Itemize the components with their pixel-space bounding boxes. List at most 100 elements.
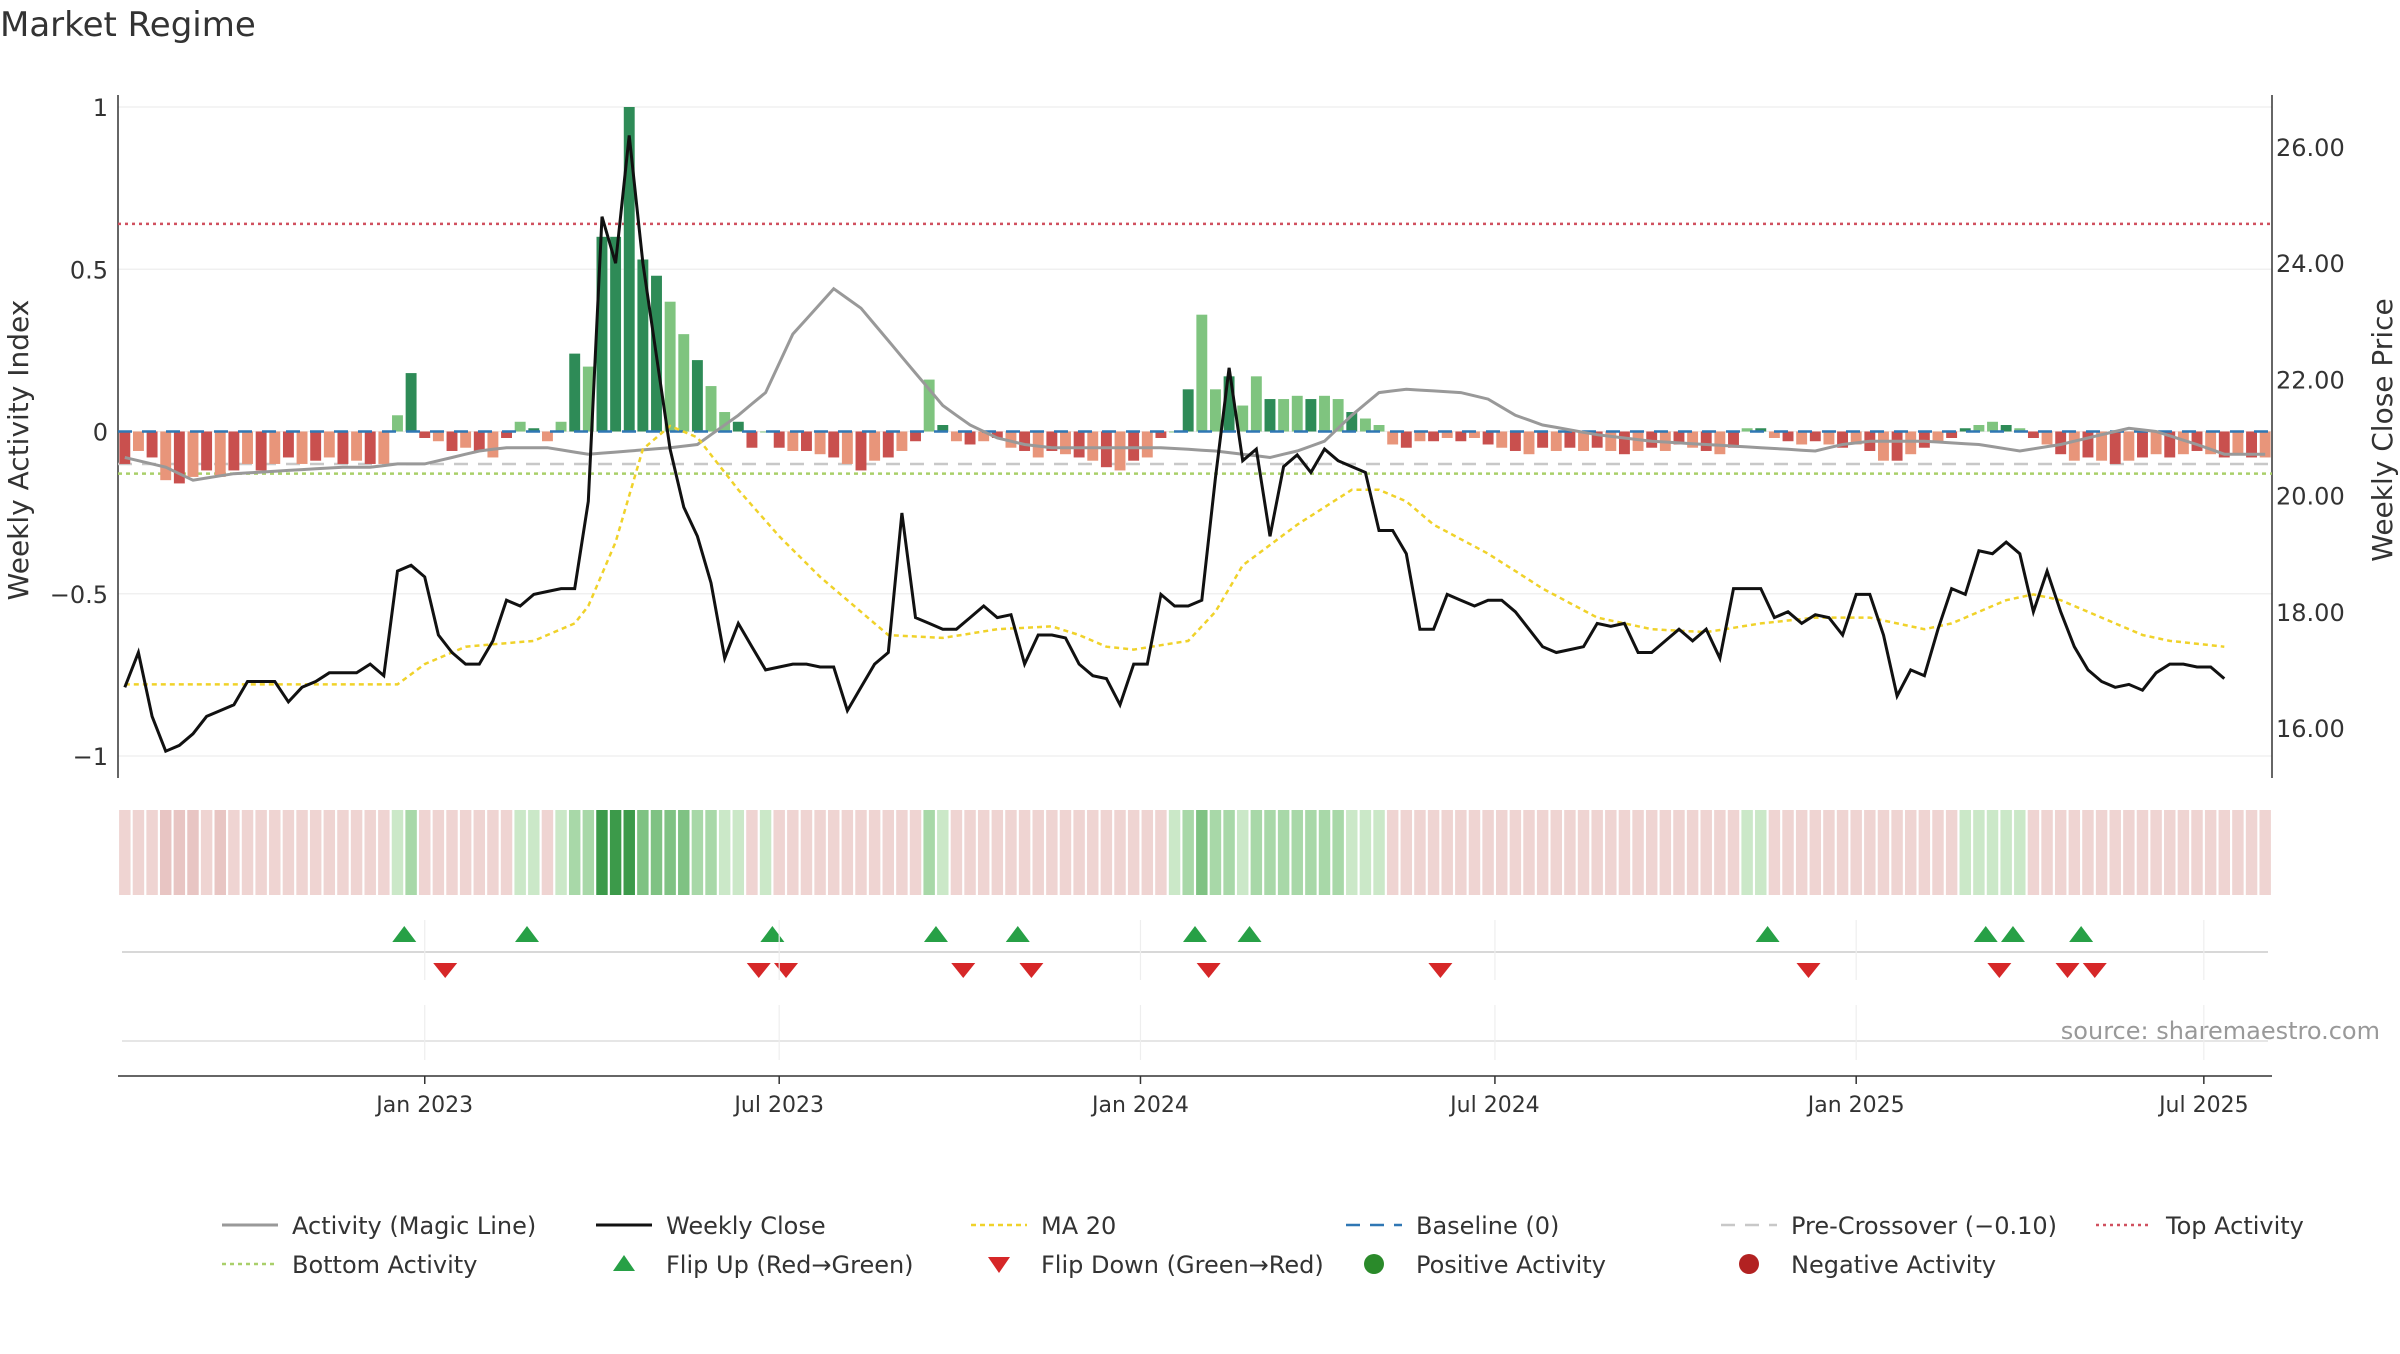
regime-cell xyxy=(650,810,663,895)
regime-cell xyxy=(1727,810,1740,895)
regime-cell xyxy=(1346,810,1358,895)
regime-cell xyxy=(269,810,281,895)
regime-cell xyxy=(991,810,1004,895)
regime-cell xyxy=(2204,810,2217,895)
activity-bar xyxy=(760,431,772,433)
flip-down-marker xyxy=(774,963,799,978)
regime-cell xyxy=(405,810,417,895)
regime-cell xyxy=(528,810,540,895)
y-tick-label-right: 18.00 xyxy=(2276,599,2345,627)
activity-bar xyxy=(2096,431,2108,461)
activity-bar xyxy=(801,431,812,451)
regime-cell xyxy=(746,810,758,895)
activity-bar xyxy=(2164,431,2176,458)
regime-cell xyxy=(487,810,499,895)
activity-bar xyxy=(541,431,553,442)
activity-bar xyxy=(1537,431,1549,448)
y-tick-label-left: 0 xyxy=(93,419,108,447)
regime-cell xyxy=(473,810,485,895)
legend-item-close: Weekly Close xyxy=(596,1212,826,1240)
activity-bar xyxy=(678,334,690,432)
legend-label: Top Activity xyxy=(2165,1212,2304,1240)
activity-bar xyxy=(1114,431,1126,471)
regime-cell xyxy=(173,810,186,895)
regime-cell xyxy=(1182,810,1194,895)
activity-bar xyxy=(432,431,444,442)
regime-cell xyxy=(1768,810,1781,895)
activity-bar xyxy=(1768,431,1780,438)
legend-item-flipdown: Flip Down (Green→Red) xyxy=(988,1251,1324,1279)
activity-bar xyxy=(1346,412,1358,432)
x-tick-label: Jan 2023 xyxy=(374,1093,473,1118)
activity-bar xyxy=(364,431,376,464)
regime-cell xyxy=(1523,810,1535,895)
legend-item-ma20: MA 20 xyxy=(971,1212,1116,1240)
legend-label: Pre-Crossover (−0.10) xyxy=(1791,1212,2057,1240)
y-tick-label-left: 0.5 xyxy=(70,256,108,284)
activity-bar xyxy=(2027,431,2039,438)
legend-item-bottom: Bottom Activity xyxy=(222,1251,477,1279)
activity-bar xyxy=(637,259,649,432)
regime-cell xyxy=(718,810,731,895)
activity-bar xyxy=(1455,431,1467,442)
flip-markers-panel xyxy=(122,926,2268,1042)
regime-cell xyxy=(146,810,158,895)
regime-cell xyxy=(119,810,131,895)
activity-bar xyxy=(1223,376,1235,432)
regime-cell xyxy=(1918,810,1931,895)
activity-bar xyxy=(991,431,1003,438)
regime-cell xyxy=(1782,810,1794,895)
activity-bar xyxy=(2177,431,2189,455)
regime-cell xyxy=(937,810,949,895)
activity-bar xyxy=(1496,431,1508,448)
regime-cell xyxy=(773,810,785,895)
regime-cell xyxy=(568,810,581,895)
activity-bar xyxy=(1782,431,1794,442)
regime-cell xyxy=(337,810,349,895)
activity-bar xyxy=(1087,431,1099,461)
activity-bar xyxy=(814,431,826,455)
regime-cell xyxy=(1414,810,1426,895)
activity-bar xyxy=(2082,431,2094,458)
activity-bar xyxy=(623,107,635,432)
regime-cell xyxy=(1659,810,1672,895)
regime-cell xyxy=(732,810,745,895)
activity-bar xyxy=(1482,431,1494,445)
regime-cell xyxy=(2150,810,2162,895)
y-tick-label-right: 22.00 xyxy=(2276,366,2345,394)
regime-cell xyxy=(459,810,472,895)
legend-label: Positive Activity xyxy=(1416,1251,1606,1279)
regime-cell xyxy=(787,810,799,895)
regime-cell xyxy=(187,810,199,895)
regime-cell xyxy=(964,810,976,895)
regime-cell xyxy=(1564,810,1576,895)
regime-cell xyxy=(868,810,881,895)
activity-bar xyxy=(1155,431,1167,438)
activity-bar xyxy=(855,431,867,471)
regime-cell xyxy=(2177,810,2190,895)
activity-bar xyxy=(2068,431,2080,461)
regime-cell xyxy=(2014,810,2026,895)
regime-cell xyxy=(132,810,145,895)
regime-cell xyxy=(923,810,935,895)
activity-bar xyxy=(732,421,744,432)
activity-bar xyxy=(841,431,853,464)
activity-bar xyxy=(2218,431,2230,458)
regime-cell xyxy=(1714,810,1726,895)
regime-cell xyxy=(1945,810,1958,895)
regime-cell xyxy=(1400,810,1413,895)
regime-cell xyxy=(1986,810,1999,895)
regime-cell xyxy=(541,810,554,895)
activity-bar xyxy=(1032,431,1044,458)
flip-up-marker xyxy=(1005,926,1030,942)
activity-bar xyxy=(2246,431,2258,458)
activity-bar xyxy=(1605,431,1617,451)
regime-cell xyxy=(1836,810,1849,895)
regime-cell xyxy=(1373,810,1385,895)
regime-cell xyxy=(1046,810,1058,895)
legend-item-baseline: Baseline (0) xyxy=(1346,1212,1559,1240)
activity-bar xyxy=(323,431,335,458)
activity-bar xyxy=(1564,431,1576,448)
regime-cell xyxy=(609,810,622,895)
legend-swatch xyxy=(1364,1254,1384,1274)
